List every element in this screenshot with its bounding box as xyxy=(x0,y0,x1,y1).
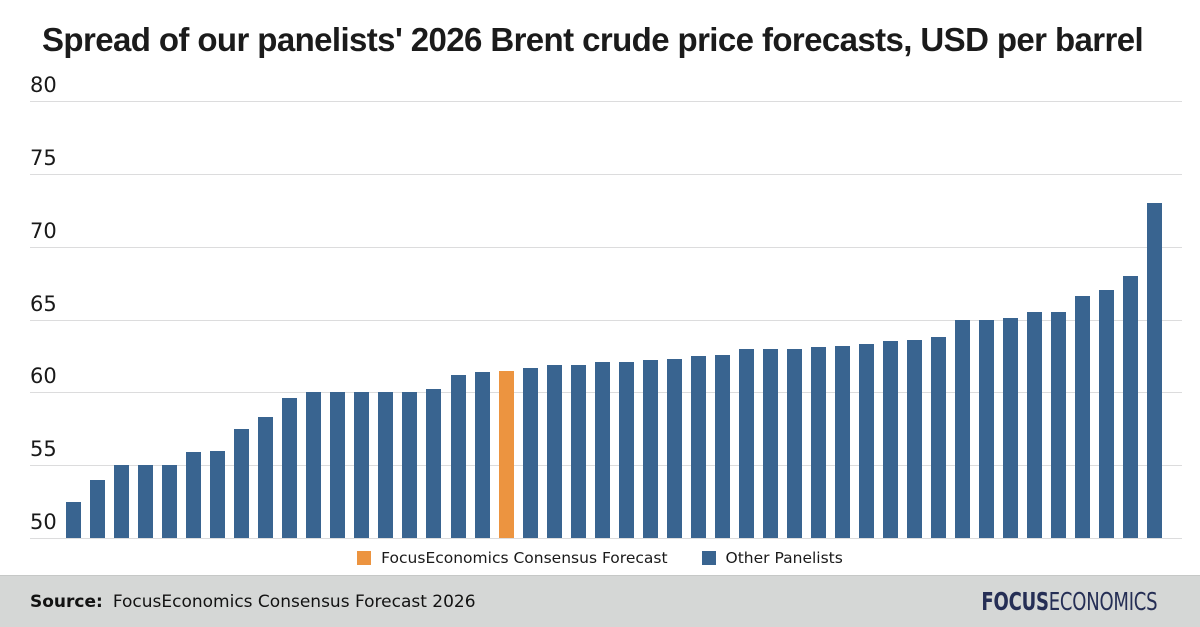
legend-item-consensus: FocusEconomics Consensus Forecast xyxy=(357,549,668,567)
panelist-forecast-bar xyxy=(1075,296,1091,538)
panelist-forecast-bar xyxy=(570,364,586,538)
panelist-forecast-bar xyxy=(714,354,730,538)
bars-container xyxy=(66,101,1163,538)
panelist-forecast-bar xyxy=(931,337,947,538)
panelist-forecast-bar xyxy=(450,374,466,538)
panelist-forecast-bar xyxy=(979,319,995,538)
panelist-forecast-bar xyxy=(907,339,923,538)
panelist-forecast-bar xyxy=(1051,312,1067,538)
panelist-forecast-bar xyxy=(859,344,875,538)
panelist-forecast-bar xyxy=(1147,203,1163,538)
panelist-forecast-bar xyxy=(835,345,850,538)
panelist-forecast-bar xyxy=(402,392,418,538)
logo-light-part: ECONOMICS xyxy=(1048,587,1157,616)
panelist-forecast-bar xyxy=(1027,312,1043,538)
panelist-forecast-bar xyxy=(114,465,130,538)
legend-label-panelists: Other Panelists xyxy=(725,549,843,567)
logo-bold-part: FOCUS xyxy=(981,587,1049,616)
panelist-forecast-bar xyxy=(883,341,899,538)
y-axis-tick-label: 80 xyxy=(30,73,57,97)
panelist-forecast-bar xyxy=(594,361,610,538)
gridline-65 xyxy=(30,319,1182,321)
y-axis-tick-label: 50 xyxy=(30,510,57,534)
chart-title: Spread of our panelists' 2026 Brent crud… xyxy=(42,21,1144,58)
panelist-forecast-bar xyxy=(66,501,81,538)
focuseconomics-logo: FOCUS ECONOMICS xyxy=(981,587,1157,616)
gridline-80 xyxy=(30,101,1182,102)
legend-item-panelists: Other Panelists xyxy=(701,549,843,567)
panelist-forecast-bar xyxy=(786,348,802,538)
panelist-forecast-bar xyxy=(738,348,754,538)
legend: FocusEconomics Consensus Forecast Other … xyxy=(0,547,1200,569)
panelist-forecast-bar xyxy=(618,361,634,538)
panelist-forecast-bar xyxy=(642,360,658,538)
legend-label-consensus: FocusEconomics Consensus Forecast xyxy=(381,549,668,567)
consensus-swatch xyxy=(357,551,372,565)
panelist-forecast-bar xyxy=(666,358,682,538)
gridline-50 xyxy=(30,538,1182,539)
panelists-swatch xyxy=(701,551,716,565)
panelist-forecast-bar xyxy=(522,367,538,538)
y-axis-tick-label: 70 xyxy=(30,218,57,243)
plot-area: 50 55 60 65 70 75 80 xyxy=(30,73,1182,539)
panelist-forecast-bar xyxy=(330,392,346,538)
y-axis-tick-label: 60 xyxy=(30,364,57,389)
panelist-forecast-bar xyxy=(762,348,778,538)
panelist-forecast-bar xyxy=(1003,318,1019,538)
panelist-forecast-bar xyxy=(258,417,274,538)
panelist-forecast-bar xyxy=(474,371,490,538)
panelist-forecast-bar xyxy=(354,392,370,538)
panelist-forecast-bar xyxy=(955,319,971,538)
panelist-forecast-bar xyxy=(90,479,106,538)
y-axis-tick-label: 75 xyxy=(30,145,57,170)
footer: Source: FocusEconomics Consensus Forecast… xyxy=(0,575,1200,627)
panelist-forecast-bar xyxy=(810,347,826,538)
y-axis-tick-label: 65 xyxy=(30,291,57,316)
panelist-forecast-bar xyxy=(690,355,706,538)
source-note: Source: FocusEconomics Consensus Forecast… xyxy=(30,592,476,612)
panelist-forecast-bar xyxy=(426,389,442,538)
panelist-forecast-bar xyxy=(306,392,322,538)
panelist-forecast-bar xyxy=(1123,275,1139,538)
gridline-70 xyxy=(30,246,1182,248)
gridline-75 xyxy=(30,173,1182,175)
panelist-forecast-bar xyxy=(234,428,250,538)
panelist-forecast-bar xyxy=(186,452,202,538)
panelist-forecast-bar xyxy=(378,392,394,538)
panelist-forecast-bar xyxy=(1099,290,1115,538)
consensus-forecast-bar xyxy=(498,370,514,538)
source-text: FocusEconomics Consensus Forecast 2026 xyxy=(112,591,476,612)
panelist-forecast-bar xyxy=(138,465,154,538)
source-label: Source: xyxy=(30,591,103,612)
panelist-forecast-bar xyxy=(162,465,178,538)
panelist-forecast-bar xyxy=(210,450,226,538)
panelist-forecast-bar xyxy=(282,398,298,538)
y-axis-tick-label: 55 xyxy=(30,437,57,462)
panelist-forecast-bar xyxy=(546,364,562,538)
